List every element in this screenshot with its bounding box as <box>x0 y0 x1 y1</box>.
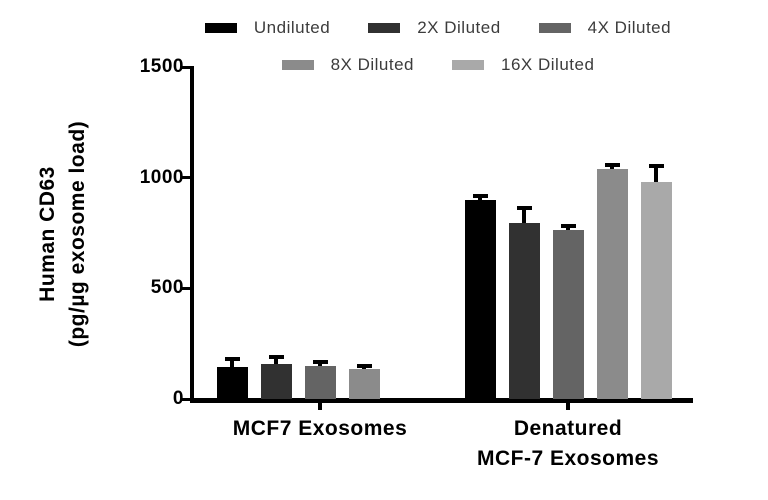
error-bar-cap <box>356 364 372 369</box>
error-bar-cap <box>516 205 532 210</box>
legend-label: 2X Diluted <box>417 18 501 37</box>
bar <box>464 199 496 399</box>
bar <box>348 369 380 399</box>
x-tick <box>318 403 322 410</box>
legend-label: 16X Diluted <box>501 55 595 74</box>
x-axis-group-label: MCF7 Exosomes <box>160 414 480 444</box>
bar <box>552 229 584 399</box>
legend-item: 8X Diluted <box>281 55 415 75</box>
x-axis-group-label-line: MCF7 Exosomes <box>232 417 408 440</box>
legend-item: 4X Diluted <box>538 18 672 38</box>
plot-area <box>193 67 693 399</box>
y-axis-title-line-1: Human CD63 <box>36 166 59 302</box>
error-bar-cap <box>604 162 620 167</box>
error-bar-cap <box>312 360 328 365</box>
y-tick-label: 0 <box>172 388 184 409</box>
legend-swatch <box>452 60 485 70</box>
error-bar-stem <box>274 357 278 364</box>
legend-swatch <box>368 23 401 33</box>
error-bar-cap <box>560 223 576 228</box>
x-axis-line <box>190 398 693 403</box>
y-tick <box>181 397 191 401</box>
y-tick-label: 500 <box>150 277 184 299</box>
legend-row-1: Undiluted 2X Diluted 4X Diluted <box>178 18 698 38</box>
error-bar-stem <box>478 195 482 200</box>
y-tick <box>181 286 191 290</box>
bar <box>640 182 672 399</box>
x-axis-group-label-line: Denatured <box>513 417 623 440</box>
y-tick <box>181 176 191 180</box>
y-tick-label: 1500 <box>139 56 184 77</box>
error-bar-stem <box>610 164 614 169</box>
bar <box>304 365 336 399</box>
bar <box>508 223 540 399</box>
error-bar-cap <box>472 193 488 198</box>
chart-legend: Undiluted 2X Diluted 4X Diluted 8X Diluted… <box>178 18 698 92</box>
x-axis-group-label-line: MCF-7 Exosomes <box>476 447 660 470</box>
legend-label: 4X Diluted <box>587 18 672 37</box>
bar <box>260 363 292 399</box>
bar <box>216 366 248 399</box>
legend-label: Undiluted <box>253 18 331 37</box>
error-bar-stem <box>522 207 526 224</box>
y-tick <box>181 65 191 69</box>
legend-swatch <box>538 23 571 33</box>
legend-item: 16X Diluted <box>452 55 594 75</box>
error-bar-stem <box>230 359 234 367</box>
legend-label: 8X Diluted <box>330 55 415 74</box>
error-bar-stem <box>566 225 570 230</box>
error-bar-cap <box>224 357 240 362</box>
y-axis-line <box>190 66 194 402</box>
legend-item: Undiluted <box>204 18 331 38</box>
legend-swatch <box>204 23 237 33</box>
y-axis-title: Human CD63 (pg/µg exosome load) <box>33 121 93 347</box>
legend-item: 2X Diluted <box>368 18 500 38</box>
error-bar-cap <box>648 163 664 168</box>
bar <box>596 168 628 399</box>
legend-row-2: 8X Diluted 16X Diluted <box>178 55 698 75</box>
error-bar-cap <box>268 355 284 360</box>
x-tick <box>566 403 570 410</box>
x-axis-group-label: Denatured MCF-7 Exosomes <box>408 414 728 474</box>
error-bar-stem <box>654 165 658 183</box>
y-axis-title-line-2: (pg/µg exosome load) <box>66 120 89 348</box>
y-tick-label: 1000 <box>139 166 184 188</box>
legend-swatch <box>281 60 314 70</box>
